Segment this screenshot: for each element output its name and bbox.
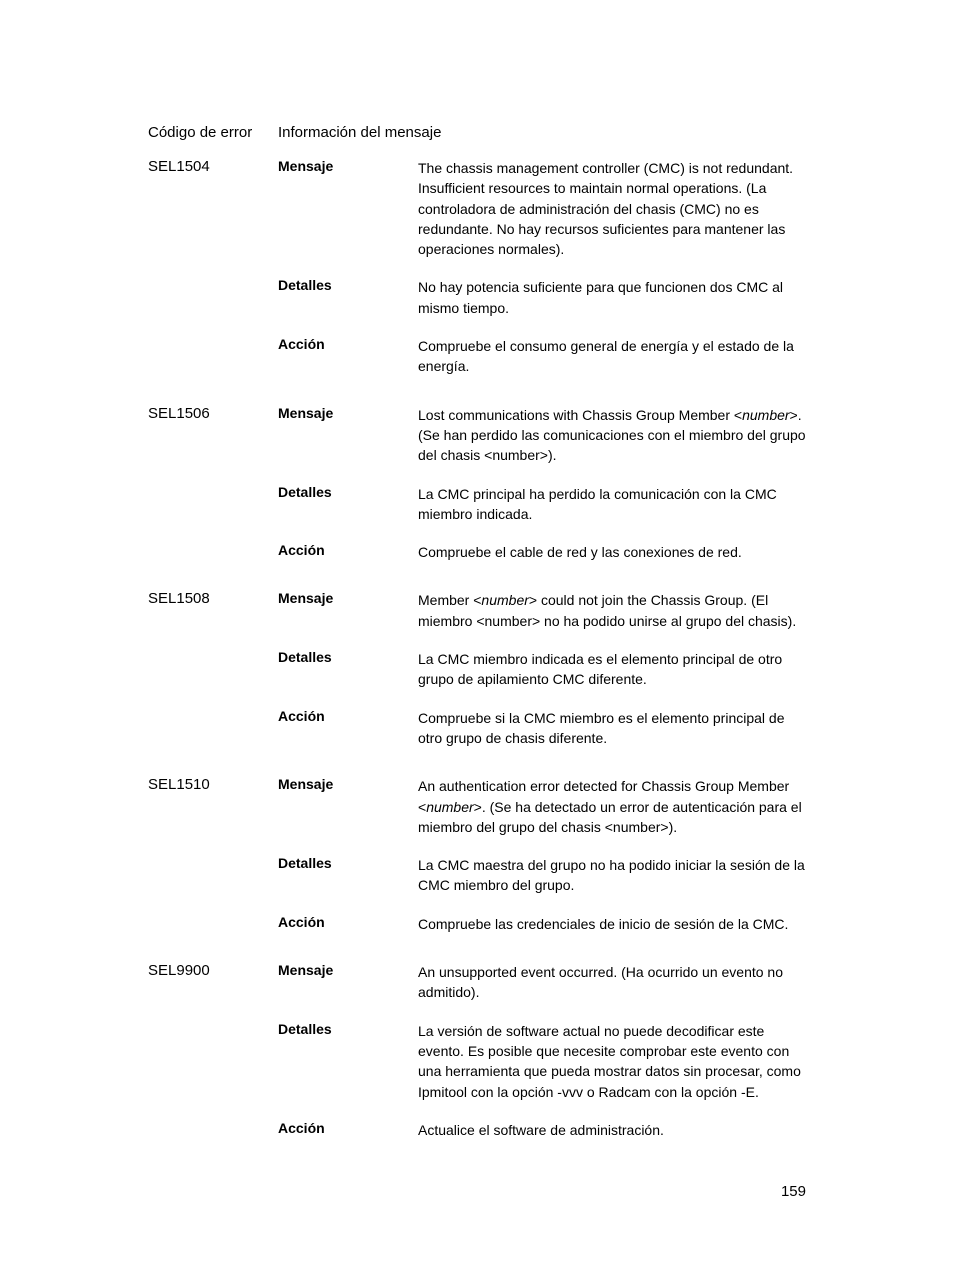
error-entry: SEL1510 Mensaje An authentication error de… (148, 776, 806, 934)
row-detalles: Detalles No hay potencia suficiente para … (148, 277, 806, 318)
row-accion: Acción Compruebe las credenciales de inic… (148, 914, 806, 934)
row-detalles: Detalles La CMC maestra del grupo no ha p… (148, 855, 806, 896)
mensaje-text: An unsupported event occurred. (Ha ocurr… (418, 964, 783, 1000)
row-detalles: Detalles La CMC principal ha perdido la c… (148, 484, 806, 525)
row-accion: Acción Compruebe el cable de red y las co… (148, 542, 806, 562)
mensaje-text: An authentication error detected for Cha… (418, 778, 802, 835)
row-accion: Acción Compruebe el consumo general de en… (148, 336, 806, 377)
error-code: SEL1508 (148, 590, 210, 607)
label-accion: Acción (278, 542, 325, 558)
italic-number: number (426, 799, 473, 815)
label-detalles: Detalles (278, 277, 332, 293)
row-detalles: Detalles La versión de software actual no… (148, 1021, 806, 1102)
italic-number: number (481, 592, 528, 608)
accion-text: Compruebe el cable de red y las conexion… (418, 544, 742, 560)
row-accion: Acción Actualice el software de administr… (148, 1120, 806, 1140)
label-detalles: Detalles (278, 1021, 332, 1037)
detalles-text: No hay potencia suficiente para que func… (418, 279, 783, 315)
accion-text: Compruebe las credenciales de inicio de … (418, 916, 788, 932)
label-accion: Acción (278, 1120, 325, 1136)
label-detalles: Detalles (278, 649, 332, 665)
error-entry: SEL9900 Mensaje An unsupported event occur… (148, 962, 806, 1140)
header-code: Código de error (148, 124, 252, 141)
row-mensaje: SEL1504 Mensaje The chassis management con… (148, 158, 806, 259)
error-code: SEL1506 (148, 405, 210, 422)
error-code: SEL1510 (148, 776, 210, 793)
mensaje-text: Member <number> could not join the Chass… (418, 592, 796, 628)
italic-number: number (742, 407, 789, 423)
page-number: 159 (781, 1183, 806, 1200)
mensaje-text: The chassis management controller (CMC) … (418, 160, 793, 257)
accion-text: Actualice el software de administración. (418, 1122, 664, 1138)
error-entry: SEL1504 Mensaje The chassis management con… (148, 158, 806, 377)
label-mensaje: Mensaje (278, 962, 333, 978)
table-header-row: Código de error Información del mensaje (148, 124, 806, 142)
row-mensaje: SEL9900 Mensaje An unsupported event occur… (148, 962, 806, 1003)
accion-text: Compruebe el consumo general de energía … (418, 338, 794, 374)
label-accion: Acción (278, 914, 325, 930)
row-mensaje: SEL1506 Mensaje Lost communications with C… (148, 405, 806, 466)
detalles-text: La CMC maestra del grupo no ha podido in… (418, 857, 805, 893)
error-entry: SEL1508 Mensaje Member <number> could not … (148, 590, 806, 748)
label-accion: Acción (278, 336, 325, 352)
row-mensaje: SEL1510 Mensaje An authentication error de… (148, 776, 806, 837)
row-mensaje: SEL1508 Mensaje Member <number> could not … (148, 590, 806, 631)
row-detalles: Detalles La CMC miembro indicada es el el… (148, 649, 806, 690)
entries-container: SEL1504 Mensaje The chassis management con… (148, 158, 806, 1140)
label-mensaje: Mensaje (278, 776, 333, 792)
detalles-text: La CMC miembro indicada es el elemento p… (418, 651, 782, 687)
label-mensaje: Mensaje (278, 590, 333, 606)
error-entry: SEL1506 Mensaje Lost communications with C… (148, 405, 806, 563)
error-code: SEL9900 (148, 962, 210, 979)
detalles-text: La CMC principal ha perdido la comunicac… (418, 486, 777, 522)
label-mensaje: Mensaje (278, 158, 333, 174)
label-detalles: Detalles (278, 484, 332, 500)
label-detalles: Detalles (278, 855, 332, 871)
row-accion: Acción Compruebe si la CMC miembro es el … (148, 708, 806, 749)
error-code: SEL1504 (148, 158, 210, 175)
accion-text: Compruebe si la CMC miembro es el elemen… (418, 710, 785, 746)
header-info: Información del mensaje (278, 124, 441, 141)
mensaje-text: Lost communications with Chassis Group M… (418, 407, 806, 464)
detalles-text: La versión de software actual no puede d… (418, 1023, 801, 1100)
label-accion: Acción (278, 708, 325, 724)
label-mensaje: Mensaje (278, 405, 333, 421)
document-page: Código de error Información del mensaje … (0, 0, 954, 1140)
